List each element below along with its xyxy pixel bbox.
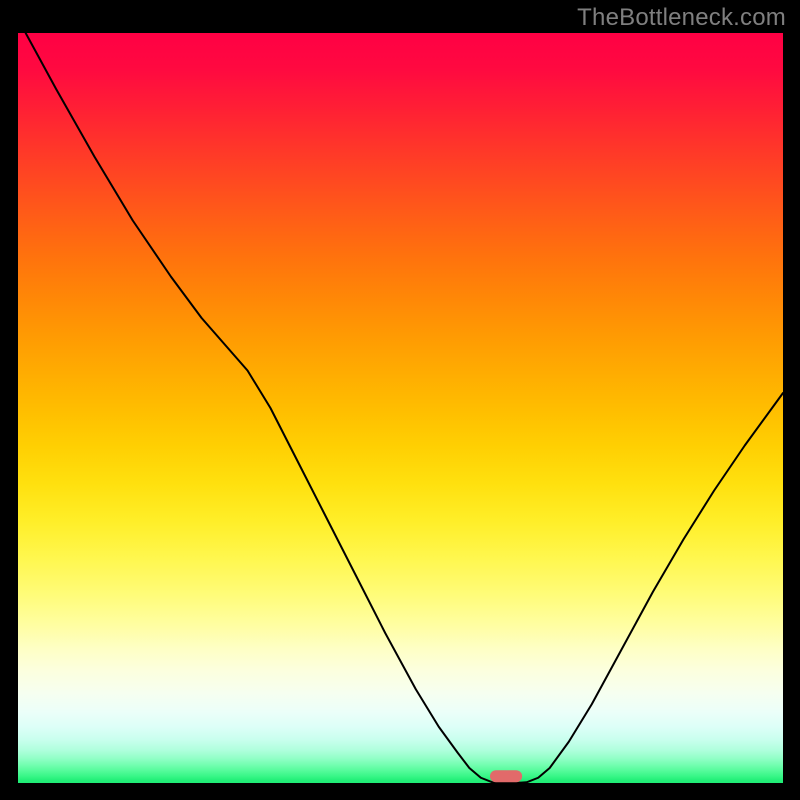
chart-background (18, 33, 783, 783)
watermark-text: TheBottleneck.com (577, 4, 786, 32)
chart-svg (18, 33, 783, 783)
stage: TheBottleneck.com (0, 0, 800, 800)
optimum-marker (490, 770, 522, 782)
chart-plot-area (18, 33, 783, 783)
